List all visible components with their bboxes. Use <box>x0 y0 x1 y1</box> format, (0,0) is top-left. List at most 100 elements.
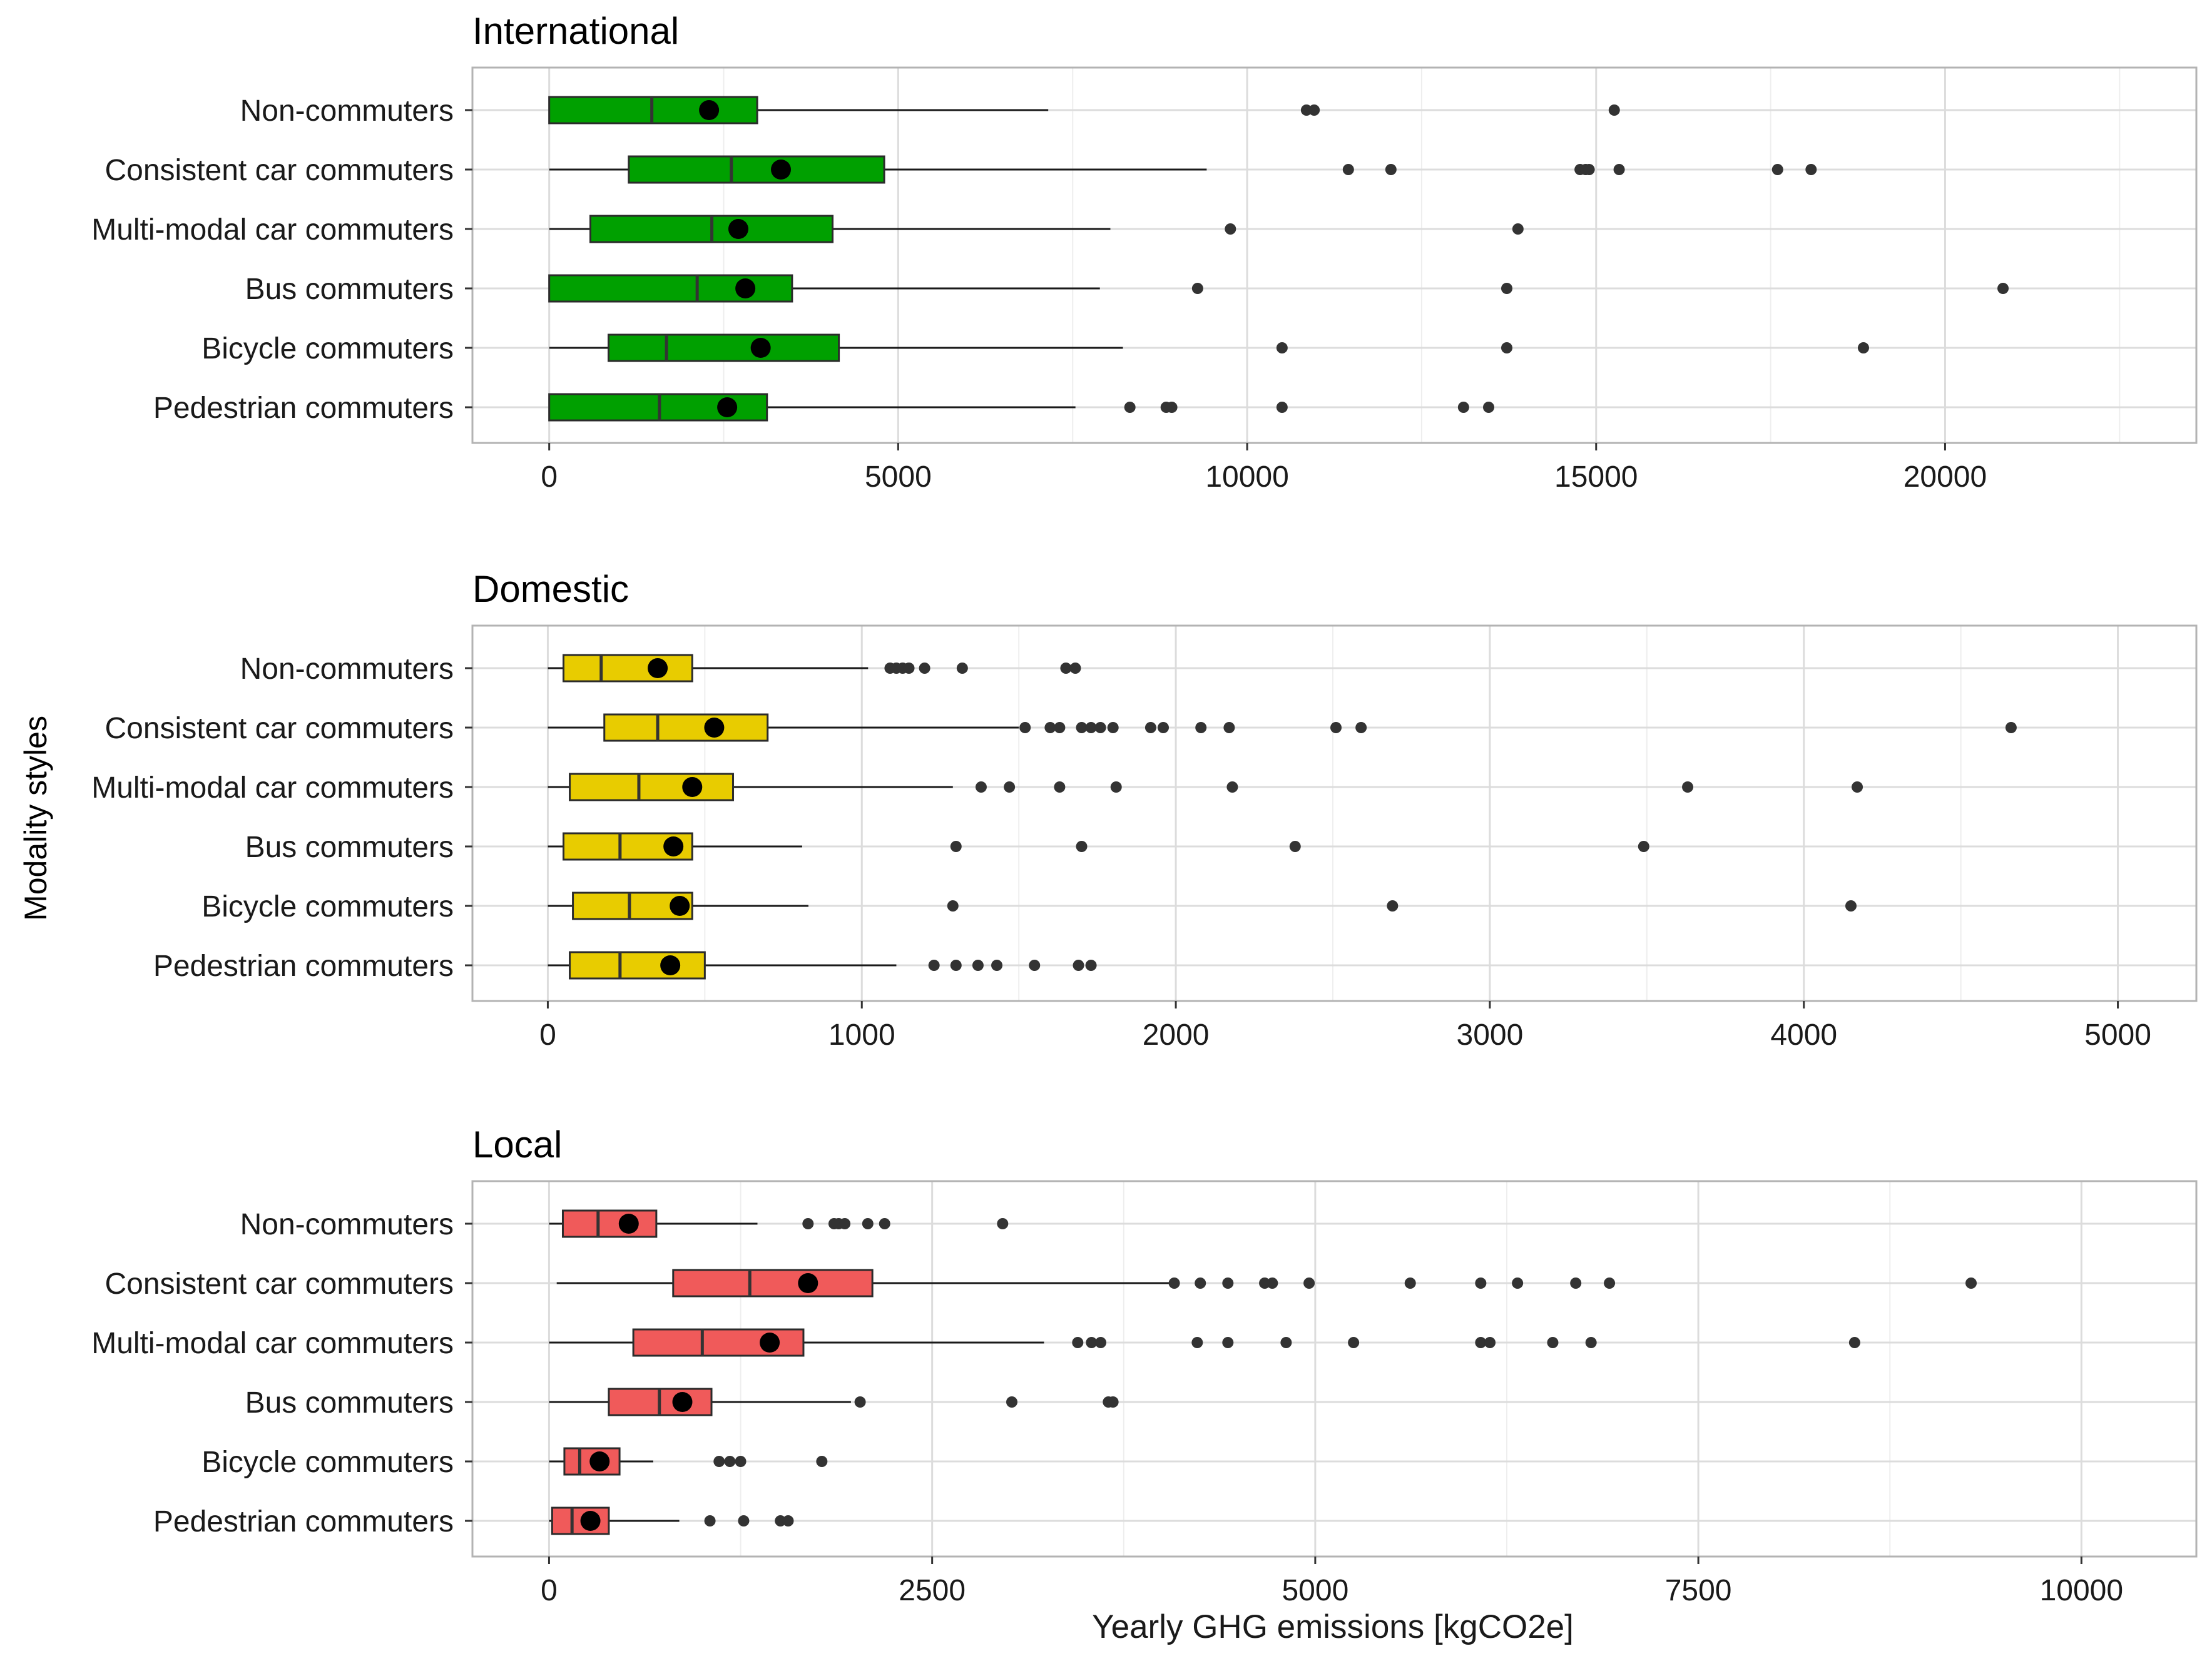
mean-point <box>699 100 720 120</box>
outlier-point <box>1085 722 1097 733</box>
y-tick-label: Multi-modal car commuters <box>91 213 454 246</box>
outlier-point <box>1085 960 1097 971</box>
outlier-point <box>724 1456 736 1467</box>
outlier-point <box>1086 1337 1098 1348</box>
y-tick-label: Bus commuters <box>245 1386 454 1420</box>
outlier-point <box>1191 1337 1203 1348</box>
outlier-point <box>802 1218 814 1229</box>
y-tick-label: Multi-modal car commuters <box>91 1327 454 1360</box>
panel-title-international: International <box>472 10 679 52</box>
outlier-point <box>854 1396 866 1408</box>
panel-domestic: Domestic Non-commuters Consistent car comm… <box>91 568 2198 1052</box>
outlier-point <box>1144 722 1156 733</box>
outlier-point <box>1069 663 1081 674</box>
outlier-point <box>704 1515 716 1526</box>
outlier-point <box>1073 960 1084 971</box>
outlier-point <box>1570 1277 1582 1289</box>
x-tick-label: 15000 <box>1554 460 1638 494</box>
x-tick-label: 7500 <box>1665 1574 1732 1607</box>
outlier-point <box>1006 1396 1018 1408</box>
outlier-point <box>972 960 984 971</box>
iqr-box <box>608 333 840 362</box>
iqr-box <box>548 274 793 303</box>
panel-local: Local Non-commuters Consistent car commute… <box>91 1124 2198 1607</box>
box-consistent-car-commuters <box>548 713 2017 742</box>
outlier-point <box>1501 283 1512 294</box>
plot-background <box>472 1181 2196 1557</box>
outlier-point <box>1512 1277 1524 1289</box>
outlier-point <box>928 960 940 971</box>
outlier-point <box>1166 402 1178 413</box>
x-tick-label: 20000 <box>1904 460 1987 494</box>
outlier-point <box>839 1218 851 1229</box>
outlier-point <box>816 1456 828 1467</box>
mean-point <box>660 955 681 975</box>
outlier-point <box>1226 781 1238 793</box>
outlier-point <box>1276 402 1288 413</box>
box-multi-modal-car-commuters <box>548 773 1863 801</box>
outlier-point <box>975 781 987 793</box>
panel-border <box>471 1180 2198 1558</box>
y-tick-label: Pedestrian commuters <box>153 392 454 425</box>
outlier-point <box>1076 841 1088 852</box>
outlier-point <box>1965 1277 1977 1289</box>
outlier-point <box>1276 342 1288 353</box>
box-bus-commuters <box>548 274 2009 303</box>
outlier-point <box>738 1515 750 1526</box>
outlier-point <box>1682 781 1694 793</box>
outlier-point <box>1547 1337 1559 1348</box>
outlier-point <box>1805 164 1817 175</box>
outlier-point <box>782 1515 794 1526</box>
outlier-point <box>1195 722 1207 733</box>
panel-border <box>471 66 2198 444</box>
mean-point <box>717 397 738 417</box>
outlier-point <box>1110 781 1122 793</box>
outlier-point <box>1308 104 1320 116</box>
x-tick-label: 3000 <box>1457 1018 1524 1052</box>
outlier-point <box>1303 1277 1315 1289</box>
y-axis-title: Modality styles <box>18 716 53 921</box>
outlier-point <box>1054 722 1066 733</box>
box-non-commuters <box>548 654 1081 683</box>
box-multi-modal-car-commuters <box>549 1328 1860 1357</box>
box-bicycle-commuters <box>548 891 1857 920</box>
y-tick-label: Bicycle commuters <box>201 1446 454 1479</box>
outlier-point <box>1585 1337 1597 1348</box>
outlier-point <box>1107 1396 1119 1408</box>
iqr-box <box>563 654 693 683</box>
outlier-point <box>1348 1337 1360 1348</box>
outlier-point <box>1857 342 1869 353</box>
outlier-point <box>1475 1337 1487 1348</box>
outlier-point <box>1484 1337 1496 1348</box>
outlier-point <box>1044 722 1056 733</box>
y-tick-label: Bicycle commuters <box>201 890 454 923</box>
outlier-point <box>1483 402 1494 413</box>
outlier-point <box>1355 722 1367 733</box>
outlier-point <box>1267 1277 1278 1289</box>
outlier-point <box>1195 1277 1206 1289</box>
outlier-point <box>1222 1277 1234 1289</box>
outlier-point <box>2005 722 2017 733</box>
panel-title-domestic: Domestic <box>472 568 629 610</box>
mean-point <box>618 1214 639 1234</box>
outlier-point <box>1107 722 1119 733</box>
outlier-point <box>991 960 1003 971</box>
outlier-point <box>1289 841 1301 852</box>
outlier-point <box>1072 1337 1084 1348</box>
outlier-point <box>1997 283 2009 294</box>
outlier-point <box>1613 164 1625 175</box>
outlier-point <box>1222 1337 1234 1348</box>
outlier-point <box>713 1456 725 1467</box>
box-pedestrian-commuters <box>549 1506 794 1535</box>
outlier-point <box>1583 164 1595 175</box>
y-tick-label: Bicycle commuters <box>201 332 454 365</box>
box-bicycle-commuters <box>549 1447 828 1476</box>
outlier-point <box>1457 402 1469 413</box>
outlier-point <box>879 1218 890 1229</box>
box-non-commuters <box>548 96 1620 124</box>
x-tick-label: 10000 <box>2040 1574 2123 1607</box>
outlier-point <box>1054 781 1066 793</box>
mean-point <box>663 836 684 856</box>
y-tick-label: Pedestrian commuters <box>153 950 454 983</box>
mean-point <box>760 1333 780 1353</box>
